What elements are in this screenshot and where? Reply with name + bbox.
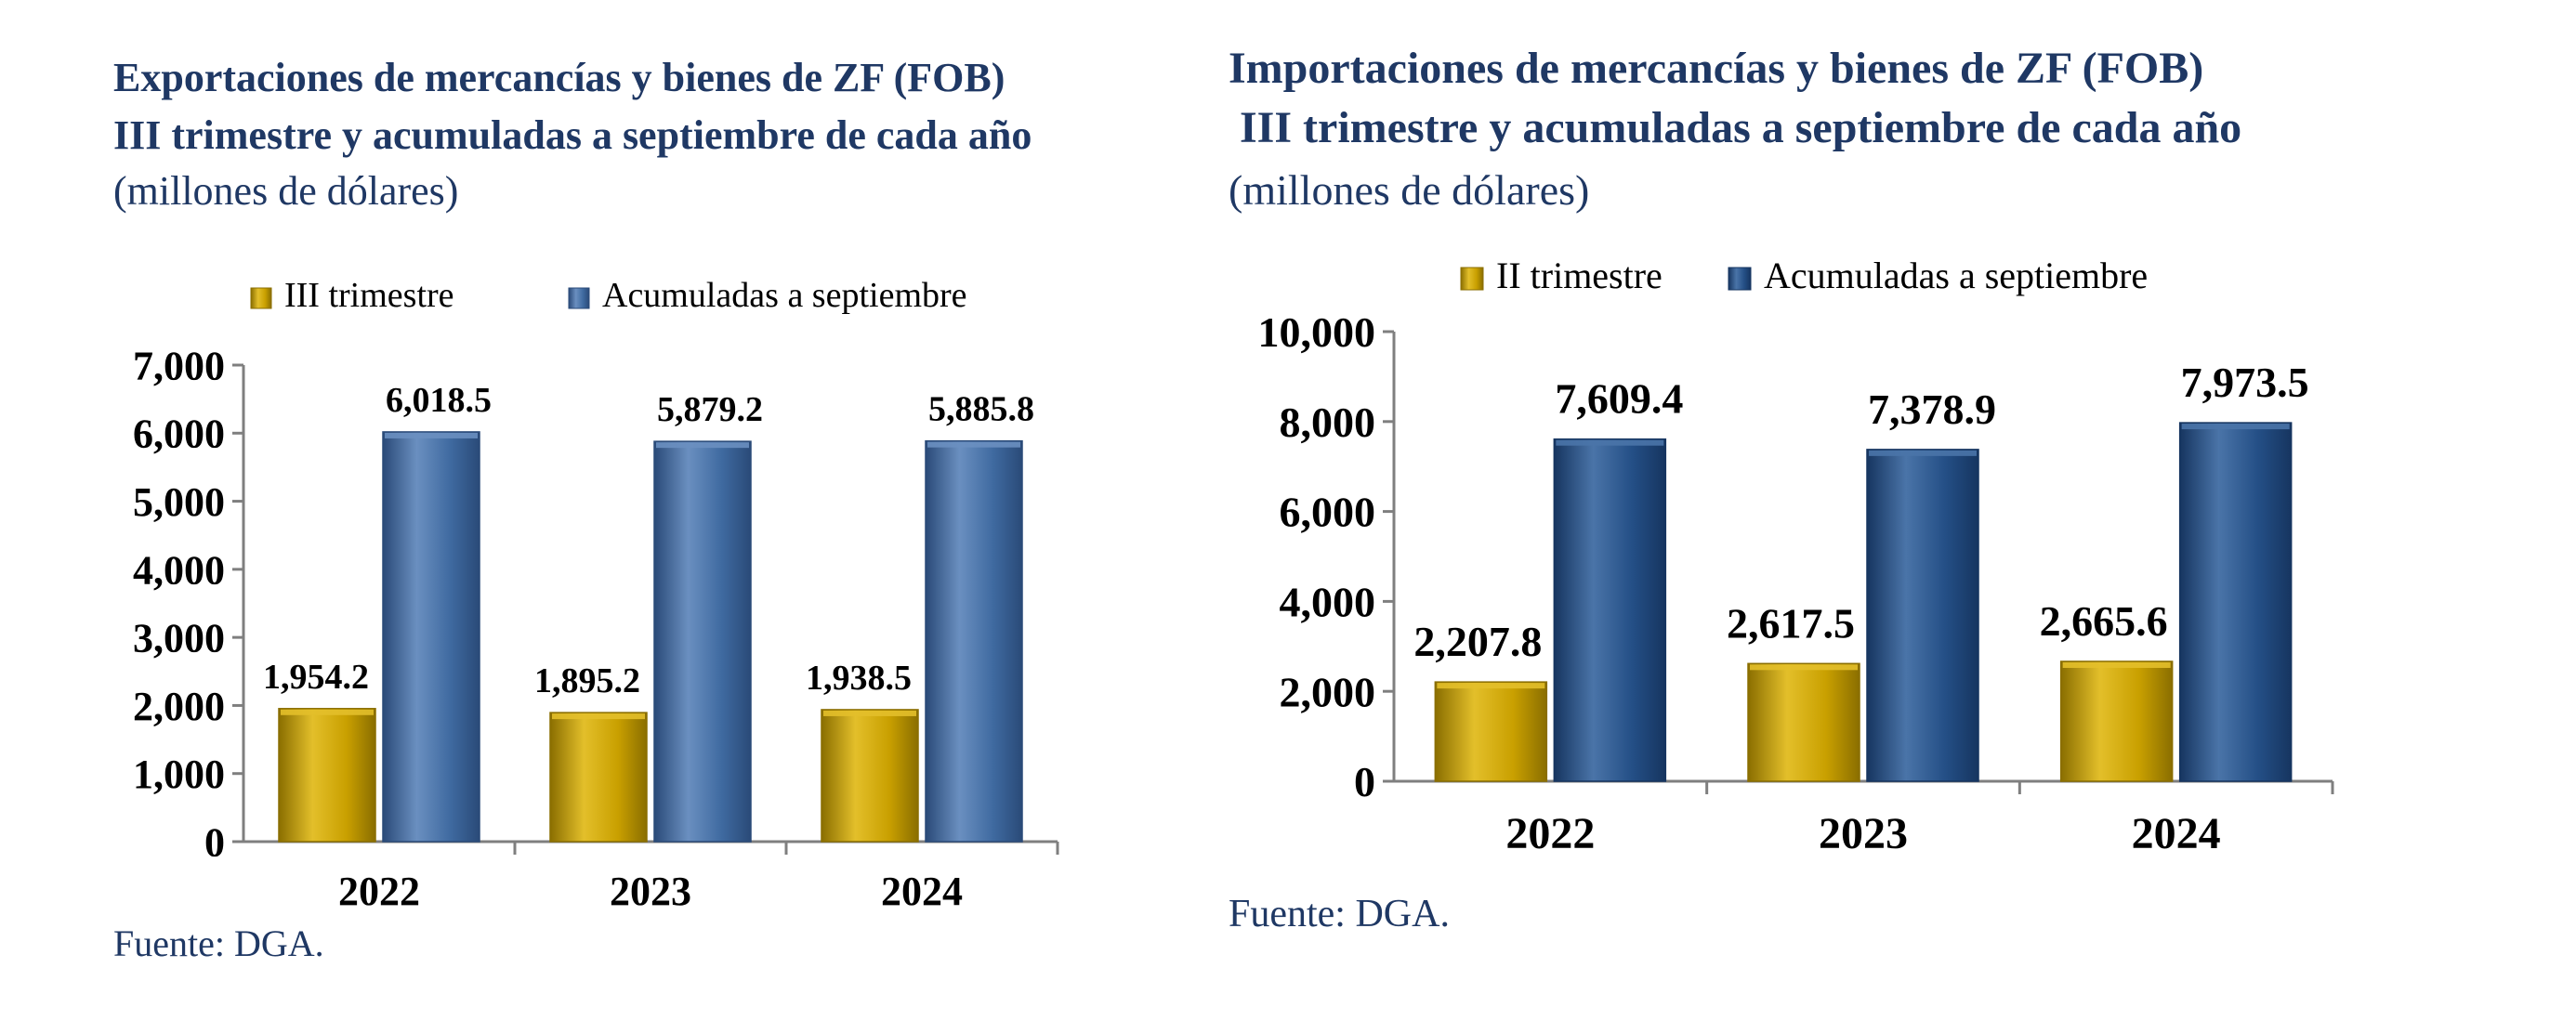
imports-bar-cumulative-2024 [2178, 422, 2293, 782]
exports-bar-cumulative-2024 [925, 439, 1023, 843]
exports-legend-swatch-0 [250, 287, 272, 309]
imports-data-label: 2,665.6 [2040, 597, 2168, 645]
exports-data-label: 1,895.2 [534, 661, 640, 700]
exports-legend-swatch-1 [568, 287, 590, 309]
exports-y-tick-label: 6,000 [133, 412, 225, 457]
imports-bar-cumulative-2023 [1866, 449, 1979, 782]
imports-data-label: 7,609.4 [1555, 375, 1683, 423]
imports-category-label: 2024 [2132, 809, 2221, 858]
imports-bar-bevel-0-2023 [1750, 664, 1858, 671]
imports-bar-chart: II trimestre Acumuladas a septiembre 0 2,00… [1258, 255, 2334, 858]
exports-bar-bevel-1-2022 [385, 432, 478, 438]
exports-data-label: 5,885.8 [928, 390, 1034, 429]
exports-y-tick-label: 4,000 [133, 547, 225, 593]
exports-y-tick-label: 0 [204, 819, 225, 865]
imports-chart-title: Importaciones de mercancías y bienes de … [1229, 44, 2204, 93]
exports-y-tick-label: 2,000 [133, 684, 225, 729]
imports-data-label: 7,973.5 [2181, 359, 2309, 406]
imports-chart-units: (millones de dólares) [1229, 166, 1590, 214]
imports-bar-bevel-1-2022 [1556, 439, 1664, 446]
imports-legend-label-1: Acumuladas a septiembre [1764, 255, 2148, 296]
imports-bar-quarter-2024 [2059, 660, 2174, 782]
imports-source-note: Fuente: DGA. [1229, 893, 1450, 935]
exports-legend-label-1: Acumuladas a septiembre [602, 276, 967, 315]
imports-bar-bevel-0-2024 [2062, 661, 2171, 668]
imports-bar-quarter-2023 [1747, 662, 1860, 782]
exports-y-tick-label: 1,000 [133, 752, 225, 797]
exports-category-label: 2022 [338, 869, 420, 914]
exports-data-label: 1,954.2 [263, 658, 369, 697]
exports-bar-bevel-1-2023 [656, 442, 749, 449]
imports-category-label: 2023 [1819, 809, 1908, 858]
exports-chart-panel: Exportaciones de mercancías y bienes de … [0, 0, 1199, 1033]
exports-data-label: 6,018.5 [386, 381, 492, 420]
imports-bar-quarter-2022 [1434, 681, 1548, 782]
exports-bar-cumulative-2023 [653, 440, 752, 843]
imports-bar-bevel-1-2024 [2181, 424, 2290, 430]
exports-bar-bevel-0-2023 [552, 713, 645, 720]
imports-y-tick-label: 0 [1354, 758, 1375, 805]
imports-legend-swatch-0 [1460, 267, 1484, 291]
imports-y-tick-label: 6,000 [1280, 489, 1376, 536]
exports-category-label: 2024 [881, 869, 963, 914]
exports-chart-title-line2: III trimestre y acumuladas a septiembre … [113, 112, 1032, 158]
exports-data-label: 1,938.5 [806, 659, 912, 698]
imports-y-tick-label: 8,000 [1280, 399, 1376, 446]
exports-bar-chart: III trimestre Acumuladas a septiembre 0 1,0… [133, 276, 1059, 914]
exports-category-label: 2023 [610, 869, 691, 914]
imports-data-label: 7,378.9 [1868, 386, 1996, 433]
imports-legend-swatch-1 [1728, 267, 1752, 291]
exports-y-tick-label: 5,000 [133, 479, 225, 525]
imports-bar-bevel-1-2023 [1869, 450, 1977, 456]
imports-y-tick-label: 2,000 [1280, 668, 1376, 715]
imports-chart-panel: Importaciones de mercancías y bienes de … [1208, 0, 2576, 1033]
imports-legend-label-0: II trimestre [1496, 255, 1663, 296]
imports-category-label: 2022 [1505, 809, 1595, 858]
exports-y-tick-label: 3,000 [133, 616, 225, 661]
imports-data-label: 2,207.8 [1413, 618, 1542, 665]
imports-bar-cumulative-2022 [1553, 438, 1667, 782]
imports-y-tick-label: 10,000 [1258, 308, 1376, 356]
exports-bar-quarter-2022 [278, 708, 376, 843]
exports-bar-bevel-0-2024 [823, 710, 916, 716]
exports-bar-bevel-0-2022 [281, 709, 374, 715]
imports-bar-bevel-0-2022 [1437, 683, 1545, 689]
exports-bar-quarter-2023 [549, 712, 648, 843]
exports-bar-bevel-1-2024 [927, 441, 1020, 448]
imports-data-label: 2,617.5 [1727, 599, 1855, 647]
exports-chart-title: Exportaciones de mercancías y bienes de … [113, 55, 1005, 100]
exports-bar-cumulative-2022 [382, 431, 480, 843]
exports-chart-units: (millones de dólares) [113, 168, 459, 214]
exports-source-note: Fuente: DGA. [113, 922, 324, 964]
imports-y-tick-label: 4,000 [1280, 579, 1376, 626]
exports-legend-label-0: III trimestre [284, 276, 454, 315]
exports-bar-quarter-2024 [821, 709, 919, 843]
imports-chart-title-line2: III trimestre y acumuladas a septiembre … [1240, 103, 2242, 152]
exports-data-label: 5,879.2 [657, 390, 763, 429]
exports-y-tick-label: 7,000 [133, 343, 225, 388]
